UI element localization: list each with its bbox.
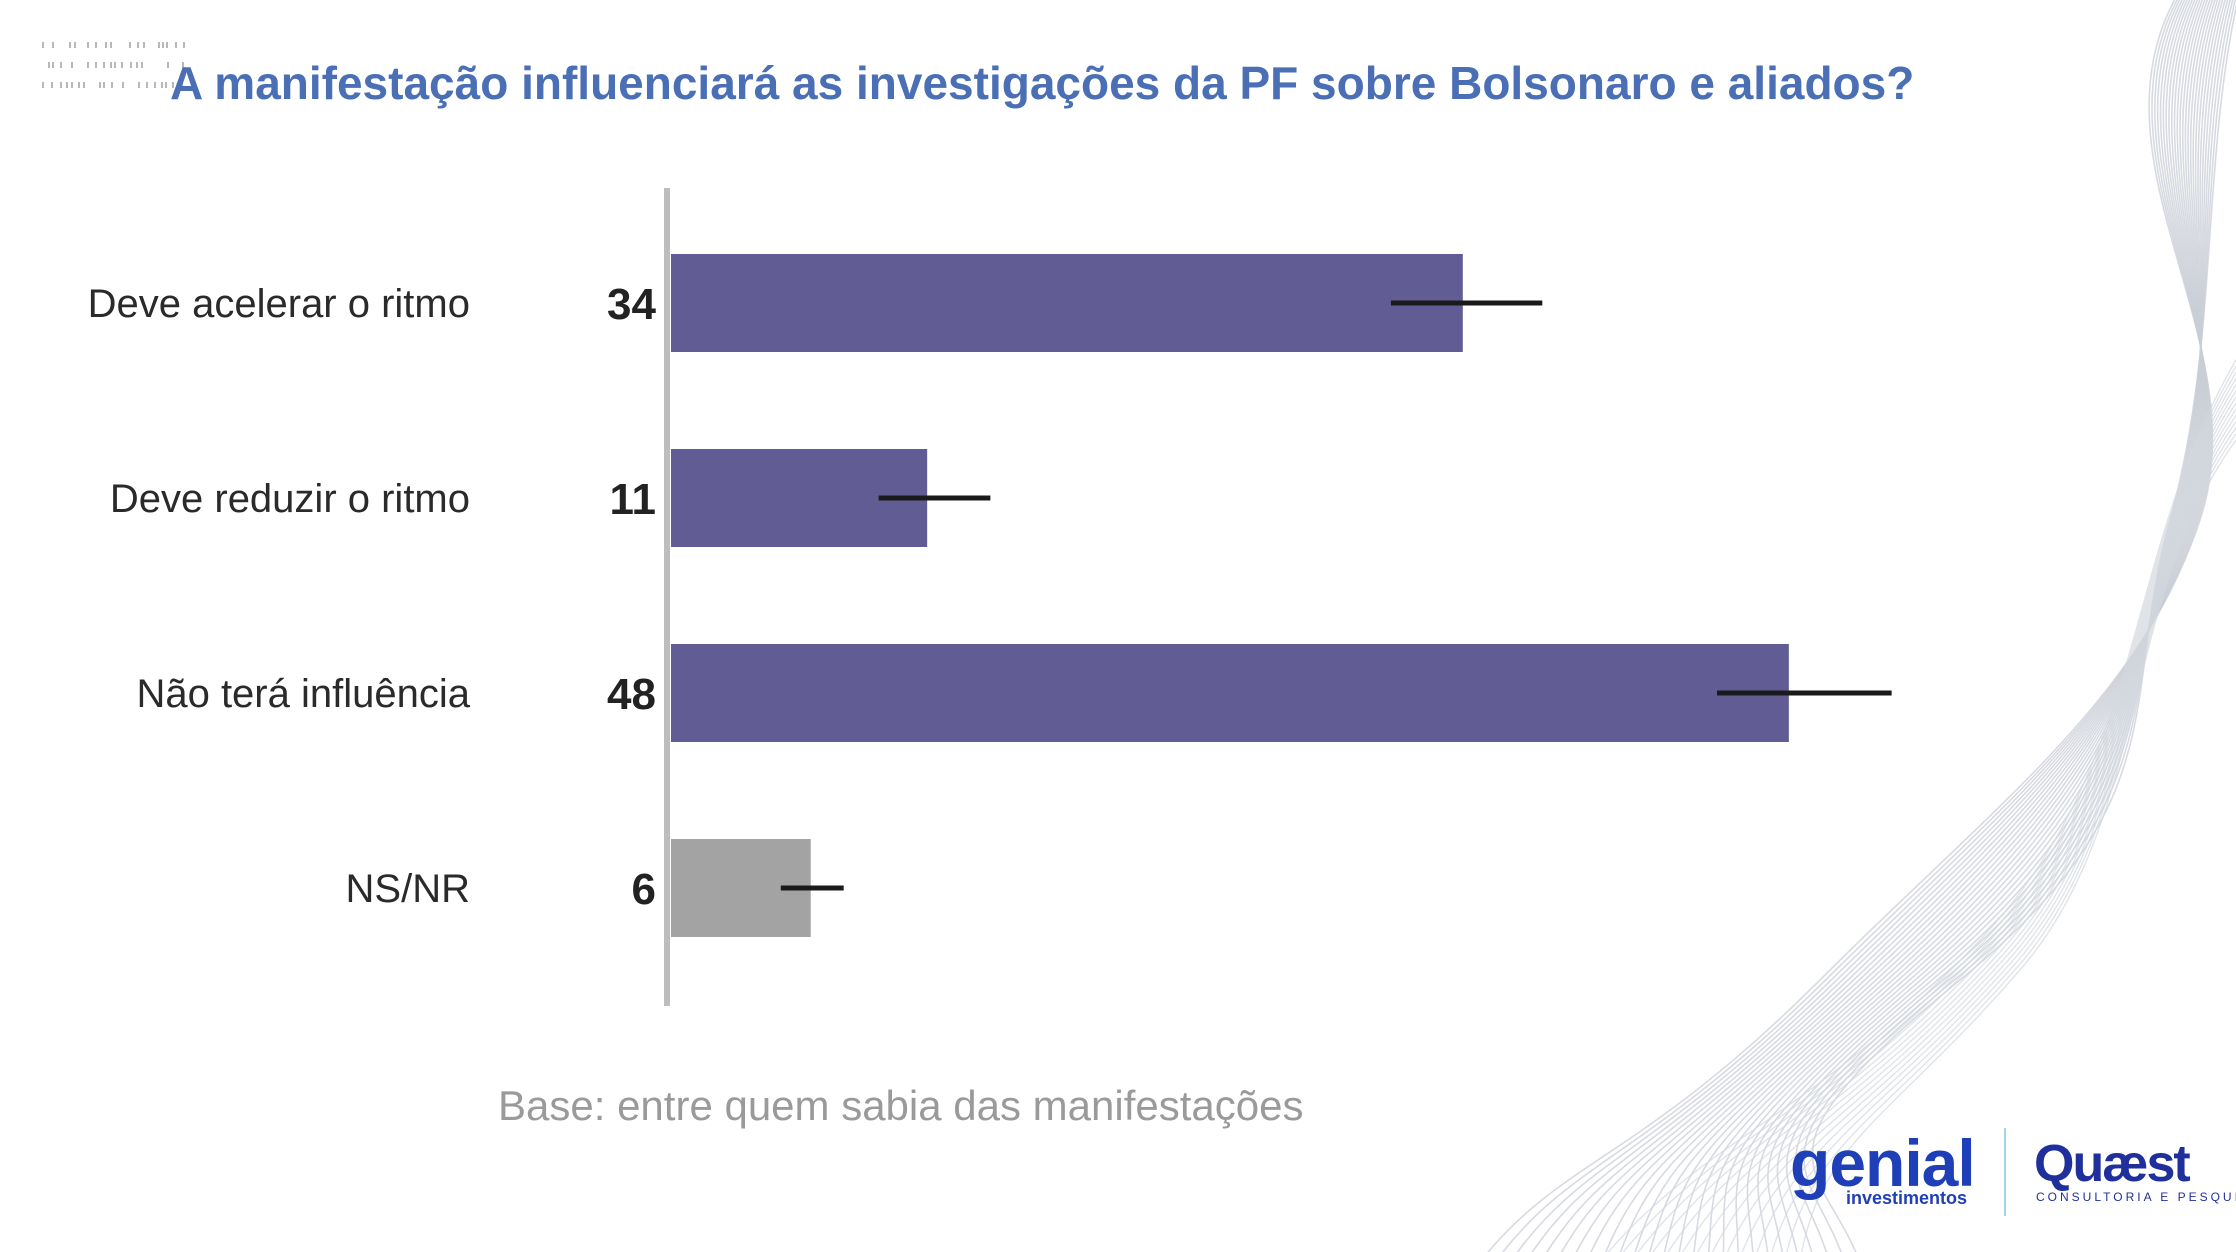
value-label: 6 <box>632 865 656 914</box>
category-label: NS/NR <box>346 867 470 911</box>
bar <box>671 644 1789 742</box>
genial-logo: genial investimentos <box>1790 1130 1976 1220</box>
base-note: Base: entre quem sabia das manifestações <box>498 1082 1304 1129</box>
barcode-icon <box>42 42 185 88</box>
category-label: Não terá influência <box>136 672 470 716</box>
quaest-logo-sub: CONSULTORIA E PESQUISA <box>2036 1190 2236 1204</box>
category-label: Deve reduzir o ritmo <box>110 477 470 521</box>
bar <box>671 254 1463 352</box>
value-label: 48 <box>607 670 656 719</box>
chart-title: A manifestação influenciará as investiga… <box>170 57 1915 109</box>
logo-divider <box>2004 1128 2006 1216</box>
value-label: 11 <box>609 475 656 524</box>
quaest-logo: Quæst CONSULTORIA E PESQUISA <box>2034 1135 2236 1216</box>
genial-logo-sub: investimentos <box>1846 1188 1968 1208</box>
quaest-logo-word: Quæst <box>2034 1135 2191 1193</box>
category-label: Deve acelerar o ritmo <box>88 282 470 326</box>
value-label: 34 <box>607 280 656 329</box>
genial-logo-word: genial <box>1790 1126 1976 1200</box>
